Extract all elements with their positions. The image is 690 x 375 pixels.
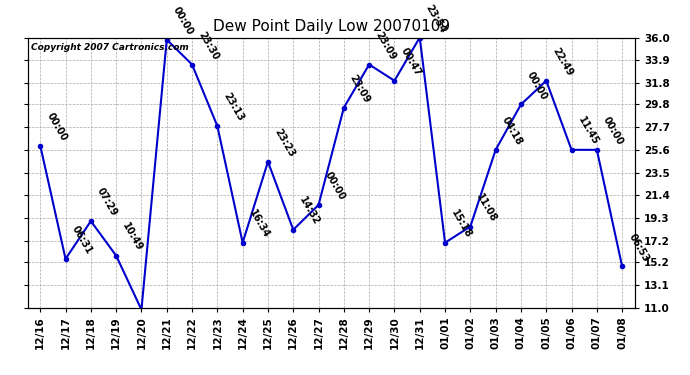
Text: Copyright 2007 Cartronics.com: Copyright 2007 Cartronics.com [30, 43, 188, 52]
Text: 23:09: 23:09 [373, 30, 397, 62]
Text: 06:53: 06:53 [627, 232, 651, 264]
Text: 04:18: 04:18 [500, 115, 524, 147]
Text: 16:34: 16:34 [247, 208, 271, 240]
Text: 15:18: 15:18 [449, 208, 473, 240]
Text: 23:30: 23:30 [196, 30, 220, 62]
Text: 07:29: 07:29 [95, 186, 119, 218]
Text: 14:46: 14:46 [0, 374, 1, 375]
Text: 00:00: 00:00 [171, 5, 195, 37]
Text: 00:00: 00:00 [601, 115, 625, 147]
Text: 00:00: 00:00 [44, 111, 68, 143]
Title: Dew Point Daily Low 20070109: Dew Point Daily Low 20070109 [213, 18, 450, 33]
Text: 00:47: 00:47 [399, 46, 423, 78]
Text: 14:32: 14:32 [297, 195, 322, 227]
Text: 23:13: 23:13 [221, 92, 246, 123]
Text: 06:31: 06:31 [70, 224, 94, 256]
Text: 00:00: 00:00 [525, 70, 549, 102]
Text: 11:45: 11:45 [575, 115, 600, 147]
Text: 10:49: 10:49 [120, 221, 144, 253]
Text: 23:23: 23:23 [272, 127, 296, 159]
Text: 11:08: 11:08 [475, 192, 499, 224]
Text: 23:09: 23:09 [348, 73, 372, 105]
Text: 00:00: 00:00 [323, 170, 347, 202]
Text: 23:54: 23:54 [424, 3, 448, 35]
Text: 22:49: 22:49 [551, 46, 575, 78]
